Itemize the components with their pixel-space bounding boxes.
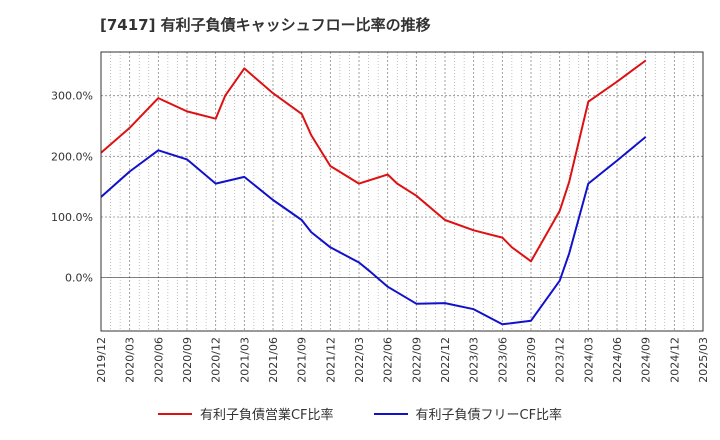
x-tick-label: 2024/09 xyxy=(640,337,653,383)
x-tick-label: 2020/12 xyxy=(210,337,223,383)
plot-frame xyxy=(100,51,704,332)
legend: 有利子負債営業CF比率 有利子負債フリーCF比率 xyxy=(0,404,720,423)
legend-item-series2: 有利子負債フリーCF比率 xyxy=(373,404,563,423)
legend-swatch-series2 xyxy=(373,412,408,415)
x-tick-label: 2023/03 xyxy=(468,337,481,383)
x-tick-label: 2023/09 xyxy=(525,337,538,383)
y-tick-label: 0.0% xyxy=(65,272,93,285)
x-tick-label: 2022/09 xyxy=(410,337,423,383)
legend-label-series2: 有利子負債フリーCF比率 xyxy=(415,408,563,423)
legend-label-series1: 有利子負債営業CF比率 xyxy=(199,408,334,423)
x-tick-label: 2021/03 xyxy=(238,337,251,383)
x-tick-label: 2021/06 xyxy=(267,337,280,383)
x-tick-label: 2021/09 xyxy=(296,337,309,383)
x-tick-label: 2024/03 xyxy=(582,337,595,383)
x-tick-label: 2020/09 xyxy=(181,337,194,383)
x-tick-label: 2023/12 xyxy=(554,337,567,383)
y-tick-label: 100.0% xyxy=(51,211,93,224)
series-line-1 xyxy=(100,59,647,263)
y-tick-label: 300.0% xyxy=(51,90,93,103)
x-tick-label: 2023/06 xyxy=(496,337,509,383)
x-tick-label: 2020/06 xyxy=(152,337,165,383)
x-tick-label: 2022/06 xyxy=(382,337,395,383)
x-tick-label: 2024/06 xyxy=(611,337,624,383)
x-tick-label: 2021/12 xyxy=(324,337,337,383)
x-tick-label: 2020/03 xyxy=(124,337,137,383)
x-tick-label: 2022/12 xyxy=(439,337,452,383)
legend-item-series1: 有利子負債営業CF比率 xyxy=(157,404,334,423)
y-tick-label: 200.0% xyxy=(51,150,93,163)
x-tick-label: 2019/12 xyxy=(95,337,108,383)
x-tick-label: 2024/12 xyxy=(668,337,681,383)
legend-swatch-series1 xyxy=(157,412,192,415)
series-line-2 xyxy=(100,136,647,326)
x-tick-label: 2025/03 xyxy=(697,337,710,383)
plot-area xyxy=(100,51,704,332)
chart-title: [7417] 有利子負債キャッシュフロー比率の推移 xyxy=(100,16,431,34)
x-tick-label: 2022/03 xyxy=(353,337,366,383)
